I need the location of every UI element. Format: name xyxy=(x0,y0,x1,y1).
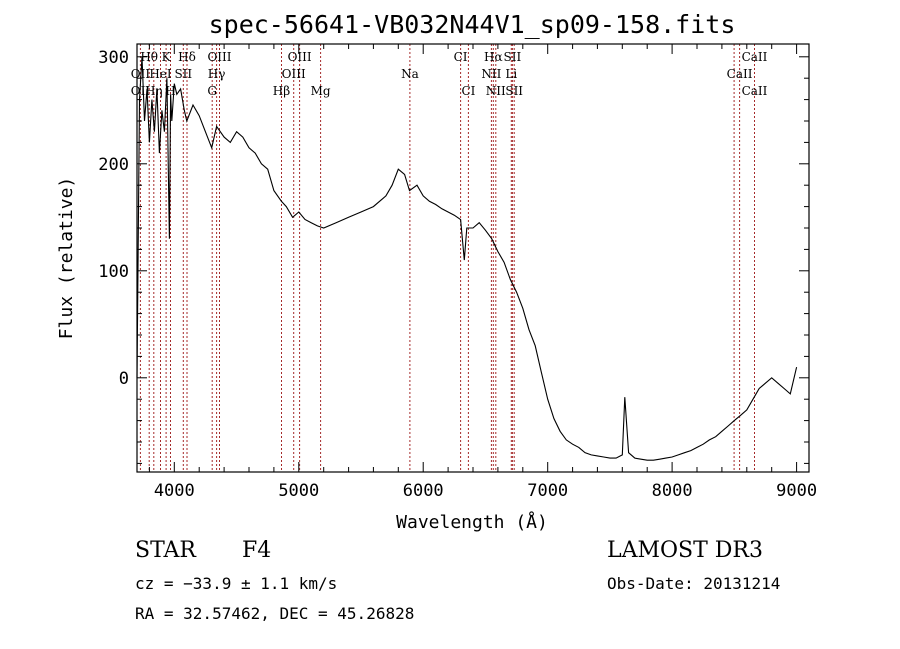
spectral-line-label: H xyxy=(165,84,175,98)
spectral-line-label: Na xyxy=(401,67,419,81)
spectral-line-label: Hδ xyxy=(178,50,196,64)
spectral-line-label: SII xyxy=(504,50,522,64)
x-tick-label: 9000 xyxy=(776,481,817,501)
spectrum-line xyxy=(136,56,798,461)
y-tick-label: 100 xyxy=(98,262,129,282)
spectral-line-label: OIII xyxy=(288,50,312,64)
plot-frame xyxy=(136,43,810,473)
redshift-cz: cz = −33.9 ± 1.1 km/s xyxy=(135,574,338,593)
spectral-line-label: OIII xyxy=(282,67,306,81)
spectral-line-label: CaII xyxy=(727,67,753,81)
x-axis-label: Wavelength (Å) xyxy=(396,511,548,533)
survey-name: LAMOST DR3 xyxy=(607,538,763,563)
spectral-line-label: K xyxy=(162,50,172,64)
x-tick-label: 8000 xyxy=(652,481,693,501)
spectral-line-label: Hβ xyxy=(273,84,290,98)
spectral-line-label: Hα xyxy=(484,50,503,64)
chart-title: spec-56641-VB032N44V1_sp09-158.fits xyxy=(209,10,736,39)
spectral-line-label: Mg xyxy=(311,84,331,98)
x-tick-label: 4000 xyxy=(154,481,195,501)
spectral-line-label: CI xyxy=(461,84,475,98)
spectral-line-label: NII xyxy=(481,67,501,81)
object-class: STAR xyxy=(135,538,196,563)
spectral-line-label: OIII xyxy=(207,50,231,64)
spectral-line-label: SII xyxy=(174,67,192,81)
y-axis-ticks: 0 100 200 300 xyxy=(98,48,809,464)
x-tick-label: 5000 xyxy=(278,481,319,501)
spectral-line-label: CaII xyxy=(742,84,768,98)
spectral-line-label: HeI xyxy=(149,67,172,81)
object-subclass: F4 xyxy=(242,538,272,563)
x-tick-label: 6000 xyxy=(403,481,444,501)
spectral-line-label: NII xyxy=(486,84,506,98)
y-tick-label: 200 xyxy=(98,155,129,175)
x-axis-ticks: 4000 5000 6000 7000 8000 9000 xyxy=(148,44,817,501)
spectral-line-label: Hθ xyxy=(140,50,158,64)
y-tick-label: 0 xyxy=(119,369,129,389)
spectral-line-label: Hη xyxy=(145,84,163,98)
y-axis-label: Flux (relative) xyxy=(56,177,77,340)
y-tick-label: 300 xyxy=(98,48,129,68)
spectral-line-label: CaII xyxy=(742,50,768,64)
coordinates: RA = 32.57462, DEC = 45.26828 xyxy=(135,604,415,623)
spectral-line-markers xyxy=(139,44,755,472)
spectral-line-label: G xyxy=(207,84,217,98)
observation-date: Obs-Date: 20131214 xyxy=(607,574,781,593)
spectral-line-label: Hγ xyxy=(208,67,226,81)
spectral-line-label: CI xyxy=(454,50,468,64)
spectral-line-label: Li xyxy=(505,67,517,81)
x-tick-label: 7000 xyxy=(527,481,568,501)
spectral-line-label: SII xyxy=(505,84,523,98)
